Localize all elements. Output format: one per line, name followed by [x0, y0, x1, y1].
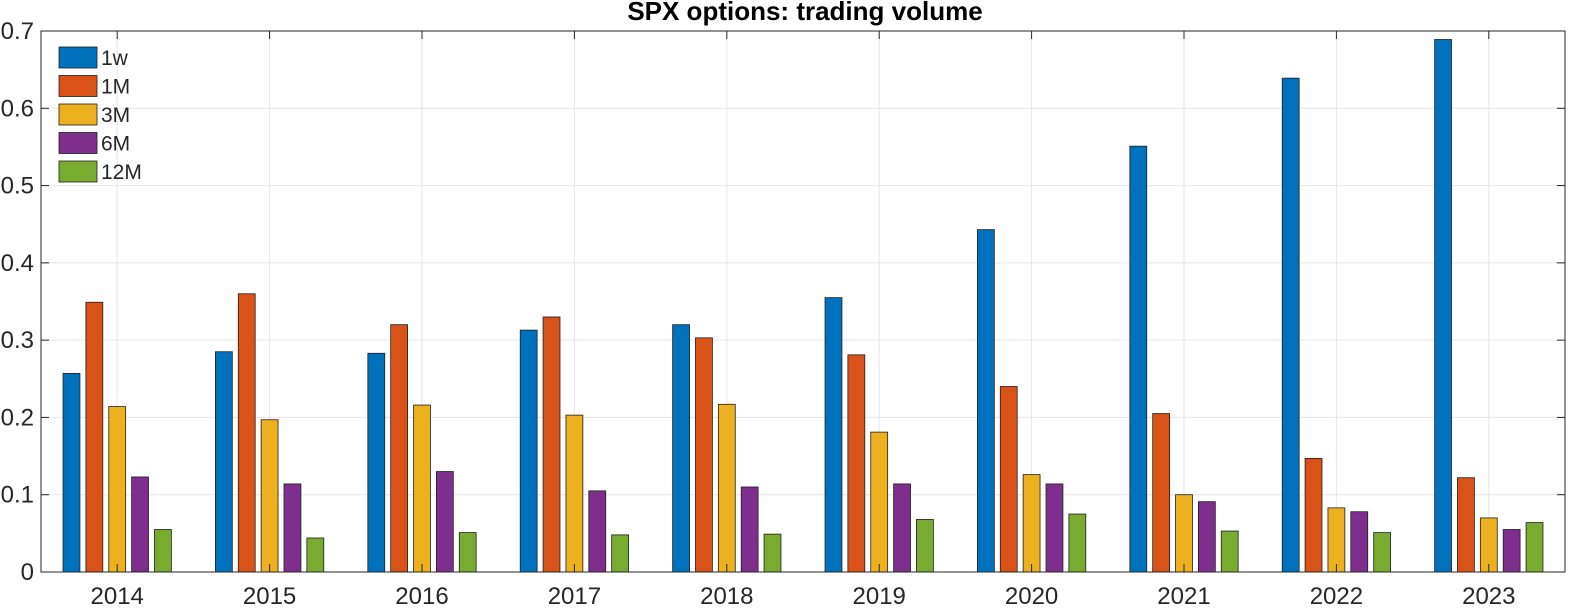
bar-12m-2015 [306, 537, 325, 573]
x-tick-label: 2016 [395, 583, 448, 610]
y-tick-label: 0.5 [1, 173, 34, 200]
y-tick-label: 0.4 [1, 250, 34, 277]
legend-label-12m: 12M [101, 161, 142, 184]
x-tick-label: 2015 [243, 583, 296, 610]
bar-1w-2018 [672, 324, 690, 573]
x-tick-label: 2021 [1157, 583, 1210, 610]
bar-1w-2017 [519, 329, 538, 573]
bar-12m-2017 [611, 534, 629, 573]
bar-1w-2015 [215, 351, 233, 573]
bar-12m-2014 [154, 529, 172, 573]
bar-1w-2016 [367, 352, 386, 573]
bar-6m-2015 [283, 483, 302, 573]
bar-1m-2023 [1457, 477, 1475, 573]
bar-6m-2022 [1350, 511, 1369, 573]
bar-1m-2020 [999, 386, 1018, 573]
legend: 1w 1M 3M 6M 12M [58, 46, 142, 184]
bar-3m-2023 [1479, 517, 1498, 573]
bar-1m-2017 [542, 316, 561, 573]
bars [62, 39, 1544, 573]
bar-3m-2019 [870, 431, 889, 573]
legend-swatch-1w [58, 46, 98, 69]
bar-3m-2018 [717, 403, 736, 573]
x-tick-label: 2019 [853, 583, 906, 610]
bar-6m-2014 [131, 476, 149, 573]
bar-1m-2014 [85, 301, 104, 573]
y-tick-label: 0.3 [1, 327, 34, 354]
bar-3m-2022 [1327, 507, 1346, 573]
bar-12m-2021 [1220, 530, 1239, 573]
bar-12m-2019 [916, 519, 934, 573]
legend-swatch-6m [58, 132, 98, 154]
y-tick-label: 0.7 [1, 18, 34, 45]
x-tick-label: 2018 [700, 583, 753, 610]
legend-swatch-12m [58, 160, 98, 183]
bar-6m-2016 [436, 471, 454, 573]
bar-1m-2019 [847, 354, 866, 573]
bar-1w-2019 [824, 297, 843, 573]
bar-1w-2021 [1129, 145, 1148, 573]
bar-3m-2021 [1175, 494, 1193, 573]
bar-6m-2021 [1198, 501, 1216, 573]
bar-1w-2023 [1434, 39, 1452, 573]
bar-3m-2020 [1022, 474, 1041, 573]
axes: 0 0.1 0.2 0.3 0.4 0.5 0.6 0.7 2014 2015 2016 2017 20… [1, 18, 1566, 610]
bar-12m-2020 [1068, 513, 1087, 573]
legend-swatch-3m [58, 103, 98, 126]
y-tick-label: 0.6 [1, 95, 34, 122]
x-tick-label: 2014 [91, 583, 144, 610]
y-tick-label: 0.1 [1, 482, 34, 509]
bar-1w-2020 [977, 229, 995, 573]
bar-12m-2022 [1373, 532, 1391, 573]
bar-6m-2017 [588, 490, 607, 573]
chart-title: SPX options: trading volume [627, 0, 982, 26]
bar-1m-2016 [390, 324, 408, 573]
x-tick-label: 2017 [548, 583, 601, 610]
legend-label-1m: 1M [101, 76, 130, 99]
axes-box [40, 30, 1566, 573]
bar-1w-2014 [62, 372, 81, 573]
x-tick-label: 2020 [1005, 583, 1058, 610]
bar-1m-2021 [1152, 413, 1170, 573]
x-tick-label: 2023 [1462, 583, 1515, 610]
bar-6m-2020 [1045, 483, 1064, 573]
bar-3m-2014 [108, 406, 127, 573]
legend-swatch-1m [58, 75, 98, 97]
bar-1m-2018 [695, 337, 713, 573]
bar-3m-2016 [413, 404, 431, 573]
y-tick-label: 0.2 [1, 404, 34, 431]
y-tick-label: 0 [21, 559, 34, 586]
bar-6m-2023 [1502, 529, 1521, 573]
x-tick-label: 2022 [1310, 583, 1363, 610]
legend-label-6m: 6M [101, 133, 130, 156]
bar-12m-2016 [458, 532, 477, 573]
bar-1m-2022 [1304, 457, 1323, 573]
bar-12m-2018 [763, 533, 782, 573]
bar-3m-2017 [565, 414, 584, 573]
bar-12m-2023 [1525, 522, 1544, 573]
bar-6m-2019 [893, 483, 911, 573]
bar-6m-2018 [740, 486, 759, 573]
legend-label-1w: 1w [101, 47, 129, 70]
bar-1w-2022 [1281, 77, 1300, 573]
legend-label-3m: 3M [101, 104, 130, 127]
bar-3m-2015 [260, 419, 279, 573]
bar-1m-2015 [237, 293, 256, 573]
